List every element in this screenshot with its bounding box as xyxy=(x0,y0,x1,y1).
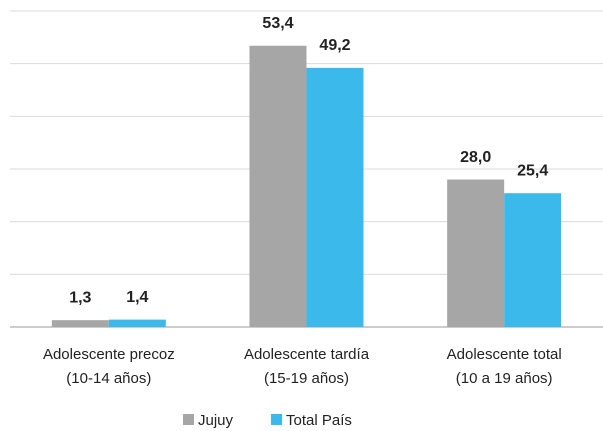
value-label: 53,4 xyxy=(262,15,293,32)
legend-label: Jujuy xyxy=(198,412,234,429)
value-label: 28,0 xyxy=(460,149,491,166)
bar xyxy=(306,67,364,327)
x-tick-line: (10-14 años) xyxy=(66,370,151,387)
bar xyxy=(51,320,109,327)
x-tick-label: Adolescente tardía (15-19 años) xyxy=(244,346,370,387)
value-label: 1,3 xyxy=(69,289,91,306)
x-tick-line: Adolescente precoz xyxy=(43,346,175,363)
legend-swatch xyxy=(271,414,283,425)
x-tick-line: (15-19 años) xyxy=(264,370,349,387)
x-tick-label: Adolescente precoz (10-14 años) xyxy=(43,346,175,387)
bar xyxy=(447,179,505,327)
legend-swatch xyxy=(183,414,194,425)
value-label: 25,4 xyxy=(517,162,548,179)
x-tick-line: Adolescente total xyxy=(447,346,562,363)
legend-label: Total País xyxy=(286,412,352,429)
bar xyxy=(249,45,307,327)
x-tick-line: (10 a 19 años) xyxy=(456,370,553,387)
bar xyxy=(504,193,562,327)
value-label: 1,4 xyxy=(126,289,148,306)
x-tick-line: Adolescente tardía xyxy=(244,346,370,363)
value-label: 49,2 xyxy=(319,37,350,54)
x-tick-label: Adolescente total (10 a 19 años) xyxy=(447,346,562,387)
bar xyxy=(108,319,166,327)
